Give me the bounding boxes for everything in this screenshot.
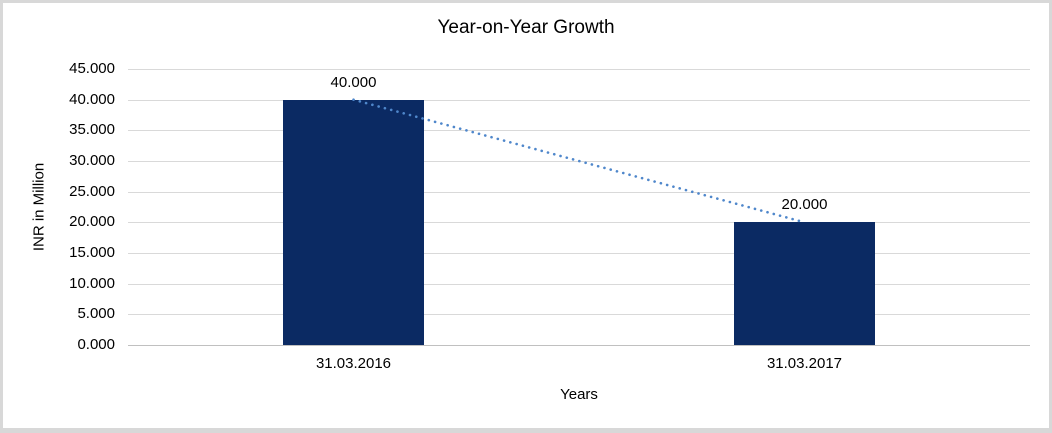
y-tick-label: 25.000 bbox=[69, 182, 115, 200]
x-category-label: 31.03.2016 bbox=[315, 355, 392, 372]
y-tick-label: 5.000 bbox=[77, 305, 115, 323]
bar-value-label: 20.000 bbox=[781, 196, 828, 214]
gridline bbox=[128, 69, 1030, 70]
y-tick-label: 15.000 bbox=[69, 244, 115, 261]
y-tick-label: 20.000 bbox=[69, 213, 115, 231]
bar-31.03.2017 bbox=[734, 222, 875, 345]
y-tick-label: 45.000 bbox=[69, 60, 115, 77]
bar-value-label: 40.000 bbox=[330, 73, 377, 91]
gridline bbox=[128, 345, 1030, 346]
y-tick-label: 35.000 bbox=[69, 121, 115, 139]
y-tick-label: 10.000 bbox=[69, 274, 115, 292]
x-axis-title: Years bbox=[560, 386, 598, 403]
y-axis-ticks: 45.000 40.000 35.000 30.000 25.000 20.000 15.0… bbox=[3, 60, 115, 353]
x-category-label: 31.03.2017 bbox=[766, 355, 843, 372]
gridline bbox=[128, 283, 1030, 285]
y-tick-label: 0.000 bbox=[77, 336, 115, 353]
plot-area: 40.000 20.000 bbox=[128, 69, 1030, 346]
gridline bbox=[128, 253, 1030, 254]
y-tick-label: 40.000 bbox=[69, 90, 115, 108]
chart-title: Year-on-Year Growth bbox=[437, 17, 615, 38]
gridline bbox=[128, 314, 1030, 316]
value-labels-layer: 40.000 20.000 bbox=[128, 69, 1030, 345]
y-tick-label: 30.000 bbox=[69, 152, 115, 169]
x-category-labels: 31.03.2016 31.03.2017 bbox=[128, 355, 1030, 375]
